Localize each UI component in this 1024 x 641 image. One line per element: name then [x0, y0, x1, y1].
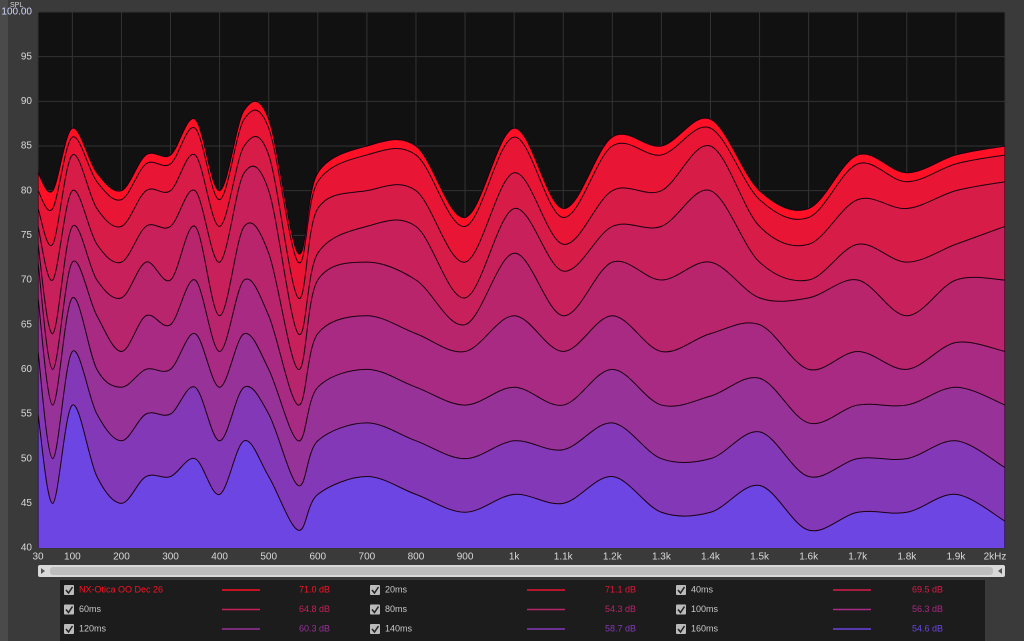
legend-label: 100ms	[691, 604, 719, 614]
y-tick-label: 50	[21, 453, 33, 464]
legend-level: 54.3 dB	[605, 604, 636, 614]
legend-level: 56.3 dB	[912, 604, 943, 614]
legend-label: 60ms	[79, 604, 102, 614]
legend-level: 60.3 dB	[299, 623, 330, 633]
y-tick-label: 100.00	[1, 7, 32, 18]
side-strip	[0, 0, 8, 641]
scroll-right[interactable]	[998, 568, 1002, 574]
x-tick-label: 600	[309, 552, 326, 563]
x-tick-label: 1.5k	[750, 552, 770, 563]
x-tick-label: 100	[64, 552, 81, 563]
checkmark[interactable]	[65, 606, 74, 614]
y-axis-label: SPL	[10, 2, 23, 9]
legend-label: NX-Otica OO Dec 26	[79, 584, 163, 594]
y-tick-label: 85	[21, 141, 33, 152]
x-tick-label: 500	[260, 552, 277, 563]
legend-label: 40ms	[691, 584, 714, 594]
legend-level: 69.5 dB	[912, 584, 943, 594]
legend-label: 80ms	[385, 604, 408, 614]
x-tick-label: 800	[408, 552, 425, 563]
y-tick-label: 95	[21, 51, 33, 62]
legend-label: 160ms	[691, 623, 719, 633]
checkmark[interactable]	[677, 625, 686, 634]
y-tick-label: 60	[21, 364, 33, 375]
decay-area	[38, 404, 1005, 548]
x-tick-label: 1.6k	[799, 552, 819, 563]
checkmark[interactable]	[677, 606, 686, 614]
scroll-left[interactable]	[41, 568, 45, 574]
scrollbar-thumb[interactable]	[50, 567, 993, 575]
y-tick-label: 40	[21, 543, 33, 554]
legend-label: 120ms	[79, 623, 107, 633]
x-tick-label: 700	[359, 552, 376, 563]
x-tick-label: 2kHz	[984, 552, 1007, 563]
checkmark[interactable]	[677, 586, 686, 595]
x-tick-label: 200	[113, 552, 130, 563]
checkmark[interactable]	[65, 625, 74, 634]
checkmark[interactable]	[371, 606, 380, 614]
x-tick-label: 30	[32, 552, 44, 563]
legend-label: 140ms	[385, 623, 413, 633]
x-tick-label: 400	[211, 552, 228, 563]
legend-level: 71.0 dB	[299, 584, 330, 594]
legend-label: 20ms	[385, 584, 408, 594]
checkmark[interactable]	[371, 625, 380, 634]
checkmark[interactable]	[65, 586, 74, 595]
x-tick-label: 1.2k	[603, 552, 623, 563]
y-tick-label: 75	[21, 230, 33, 241]
legend-level: 71.1 dB	[605, 584, 636, 594]
x-tick-label: 1k	[509, 552, 521, 563]
y-tick-label: 45	[21, 498, 33, 509]
legend-panel	[60, 580, 985, 641]
checkmark[interactable]	[371, 586, 380, 595]
x-tick-label: 1.7k	[848, 552, 868, 563]
x-tick-label: 900	[457, 552, 474, 563]
y-tick-label: 80	[21, 185, 33, 196]
x-tick-label: 1.1k	[554, 552, 574, 563]
y-tick-label: 70	[21, 275, 33, 286]
legend-level: 64.8 dB	[299, 604, 330, 614]
x-tick-label: 1.8k	[897, 552, 917, 563]
x-tick-label: 300	[162, 552, 179, 563]
y-tick-label: 90	[21, 96, 33, 107]
x-tick-label: 1.9k	[946, 552, 966, 563]
x-tick-label: 1.4k	[701, 552, 721, 563]
legend-level: 54.6 dB	[912, 623, 943, 633]
y-tick-label: 65	[21, 319, 33, 330]
y-tick-label: 55	[21, 409, 33, 420]
legend-level: 58.7 dB	[605, 623, 636, 633]
x-tick-label: 1.3k	[652, 552, 672, 563]
